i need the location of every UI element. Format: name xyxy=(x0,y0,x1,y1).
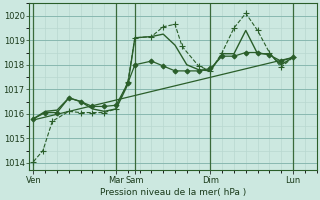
X-axis label: Pression niveau de la mer( hPa ): Pression niveau de la mer( hPa ) xyxy=(100,188,246,197)
